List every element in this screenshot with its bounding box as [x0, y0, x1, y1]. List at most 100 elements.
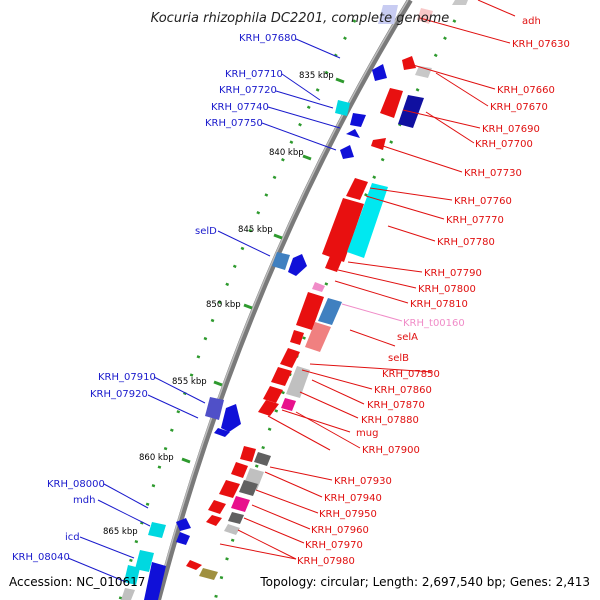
ruler-label-865: 865 kbp [103, 527, 138, 537]
gene-KRH_07850 [280, 348, 300, 368]
gene-label-KRH_07970: KRH_07970 [305, 540, 363, 551]
genome-backbone-highlight [155, 0, 409, 600]
gene-KRH_07900 [281, 398, 296, 411]
gene-KRH_07750b [340, 145, 354, 159]
gene-label-KRH_07800: KRH_07800 [418, 284, 476, 295]
gene-KRH_07740 [350, 113, 366, 127]
gene-label-KRH_07700: KRH_07700 [475, 139, 533, 150]
gene-label-KRH_07680: KRH_07680 [239, 33, 297, 44]
gene-KRH_07680 [378, 5, 398, 24]
gene-KRH_08050 [121, 588, 135, 600]
gene-KRH_07960 [219, 480, 240, 498]
reverse-strand-genes [121, 5, 398, 600]
gene-label-KRH_07880: KRH_07880 [361, 415, 419, 426]
gene-label-mdh: mdh [73, 495, 95, 506]
gene-KRH_07980b [206, 515, 222, 526]
gene-KRH_07880 [263, 386, 283, 403]
gene-KRH_07720 [335, 100, 350, 116]
gene-label-KRH_07930: KRH_07930 [334, 476, 392, 487]
gene-label-selA: selA [397, 332, 418, 343]
gene-KRH_07760 [346, 178, 368, 200]
gene-selD [272, 252, 290, 270]
gene-KRH_07860 [271, 367, 292, 386]
ruler-label-860: 860 kbp [139, 453, 174, 463]
gene-KRH_08010 [199, 568, 218, 580]
gene-KRH_08000 [148, 522, 166, 538]
gene-KRH_07960b [239, 480, 258, 496]
gene-KRH_07660 [402, 56, 416, 70]
gene-KRH_08040 [144, 562, 166, 600]
gene-label-KRH_07740: KRH_07740 [211, 102, 269, 113]
gene-label-KRH_07790: KRH_07790 [424, 268, 482, 279]
gene-icd [135, 550, 154, 572]
gene-KRH_07810 [296, 292, 324, 330]
right-leader-lines [219, 0, 516, 560]
ruler-label-845: 845 kbp [238, 225, 273, 235]
gene-KRH_08040c [176, 532, 190, 545]
ruler-label-835: 835 kbp [299, 71, 334, 81]
ruler-label-850: 850 kbp [206, 300, 241, 310]
gene-label-KRH_07950: KRH_07950 [319, 509, 377, 520]
gene-label-KRH_07920: KRH_07920 [90, 389, 148, 400]
gene-KRH_07690 [380, 88, 403, 118]
gene-label-KRH_07860: KRH_07860 [374, 385, 432, 396]
gene-label-KRH_07760: KRH_07760 [454, 196, 512, 207]
gene-mug [258, 400, 279, 416]
gene-KRH_07770 [322, 198, 364, 262]
gene-KRH_07730 [371, 138, 386, 150]
gene-adh [452, 0, 468, 5]
gene-KRH_t00160 [318, 298, 342, 325]
gene-label-selD: selD [195, 226, 217, 237]
gene-KRH_07990 [186, 560, 202, 570]
topology-text: Topology: circular; Length: 2,697,540 bp… [259, 575, 590, 589]
gene-label-KRH_08040: KRH_08040 [12, 552, 70, 563]
gene-KRH_07980c [224, 524, 240, 535]
gene-label-KRH_07780: KRH_07780 [437, 237, 495, 248]
gene-label-mug: mug [356, 428, 378, 439]
gene-KRH_07910 [205, 397, 224, 420]
gene-KRH_07710 [372, 64, 387, 81]
gene-label-KRH_07900: KRH_07900 [362, 445, 420, 456]
gene-KRH_07870 [286, 366, 310, 398]
gene-KRH_08040b [124, 565, 140, 585]
ruler-label-840: 840 kbp [269, 148, 304, 158]
gene-KRH_07920b [214, 428, 230, 437]
gene-label-selB: selB [388, 353, 409, 364]
gene-label-KRH_t00160: KRH_t00160 [403, 318, 465, 329]
gene-KRH_07950 [231, 462, 248, 478]
gene-label-KRH_07980: KRH_07980 [297, 556, 355, 567]
gene-KRH_07970b [208, 500, 226, 514]
gene-label-KRH_08000: KRH_08000 [47, 479, 105, 490]
gene-KRH_07970 [231, 496, 250, 512]
accession-text: Accession: NC_010617 [9, 575, 145, 589]
gene-label-KRH_07660: KRH_07660 [497, 85, 555, 96]
ruler-label-855: 855 kbp [172, 377, 207, 387]
gene-KRH_07940 [254, 452, 271, 466]
gene-KRH_07780 [347, 183, 388, 258]
gene-label-KRH_07810: KRH_07810 [410, 299, 468, 310]
gene-KRH_07790 [325, 256, 342, 272]
genome-backbone [155, 0, 413, 600]
gene-label-KRH_07730: KRH_07730 [464, 168, 522, 179]
gene-KRH_07930 [240, 446, 256, 462]
trna-leader-line [341, 303, 403, 322]
gene-label-KRH_07960: KRH_07960 [311, 525, 369, 536]
gene-label-KRH_07710: KRH_07710 [225, 69, 283, 80]
gene-KRH_07800 [312, 282, 325, 292]
gene-selB [290, 330, 304, 345]
gene-label-KRH_07750: KRH_07750 [205, 118, 263, 129]
gene-selA [305, 322, 331, 352]
gene-label-KRH_07670: KRH_07670 [490, 102, 548, 113]
gene-label-KRH_07850: KRH_07850 [382, 369, 440, 380]
gene-label-icd: icd [65, 532, 80, 543]
gene-label-adh: adh [522, 16, 541, 27]
left-leader-lines [67, 38, 341, 583]
gene-KRH_07920 [221, 404, 241, 432]
genome-title: Kocuria rhizophila DC2201, complete geno… [151, 11, 450, 26]
gene-selD-b [288, 254, 307, 276]
gene-label-KRH_07770: KRH_07770 [446, 215, 504, 226]
gene-label-KRH_07940: KRH_07940 [324, 493, 382, 504]
gene-label-KRH_07690: KRH_07690 [482, 124, 540, 135]
gene-label-KRH_07910: KRH_07910 [98, 372, 156, 383]
